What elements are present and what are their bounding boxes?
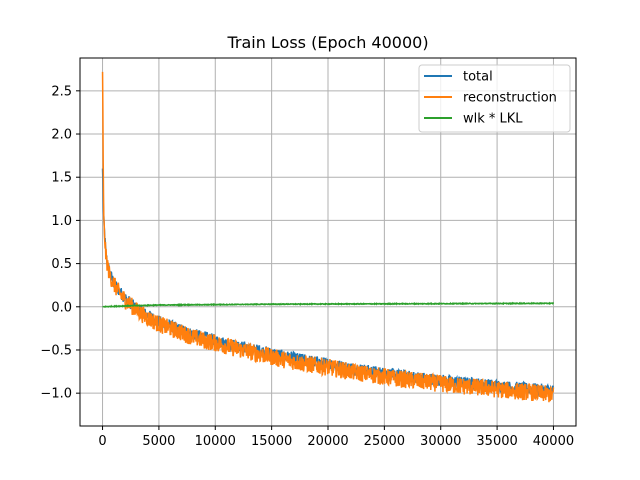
x-tick-label: 20000 (307, 434, 348, 449)
y-tick-label: 1.5 (51, 171, 72, 186)
x-tick-label: 0 (98, 434, 106, 449)
x-tick-label: 40000 (533, 434, 574, 449)
y-tick-label: −0.5 (40, 343, 72, 358)
x-axis: 0 5000 10000 15000 20000 25000 30000 35000 40000 (98, 426, 574, 449)
x-tick-label: 35000 (476, 434, 517, 449)
x-tick-label: 15000 (251, 434, 292, 449)
y-tick-label: 0.5 (51, 257, 72, 272)
x-tick-label: 30000 (420, 434, 461, 449)
x-tick-label: 5000 (142, 434, 175, 449)
x-tick-label: 25000 (364, 434, 405, 449)
y-axis: −1.0 −0.5 0.0 0.5 1.0 1.5 2.0 2.5 (40, 84, 80, 402)
x-tick-label: 10000 (195, 434, 236, 449)
legend-label: total (463, 70, 493, 85)
plot-series (101, 71, 555, 403)
y-tick-label: 2.5 (51, 84, 72, 99)
series-line-reconstruction (101, 71, 555, 403)
chart-title: Train Loss (Epoch 40000) (226, 33, 428, 52)
legend: total reconstruction wlk * LKL (418, 64, 571, 133)
y-tick-label: 1.0 (51, 214, 72, 229)
legend-box (418, 64, 571, 133)
y-tick-label: 0.0 (51, 300, 72, 315)
y-tick-label: −1.0 (40, 387, 72, 402)
legend-label: wlk * LKL (463, 112, 523, 127)
series-line-wlk-lkl (102, 301, 555, 309)
legend-label: reconstruction (463, 91, 557, 106)
y-tick-label: 2.0 (51, 128, 72, 143)
